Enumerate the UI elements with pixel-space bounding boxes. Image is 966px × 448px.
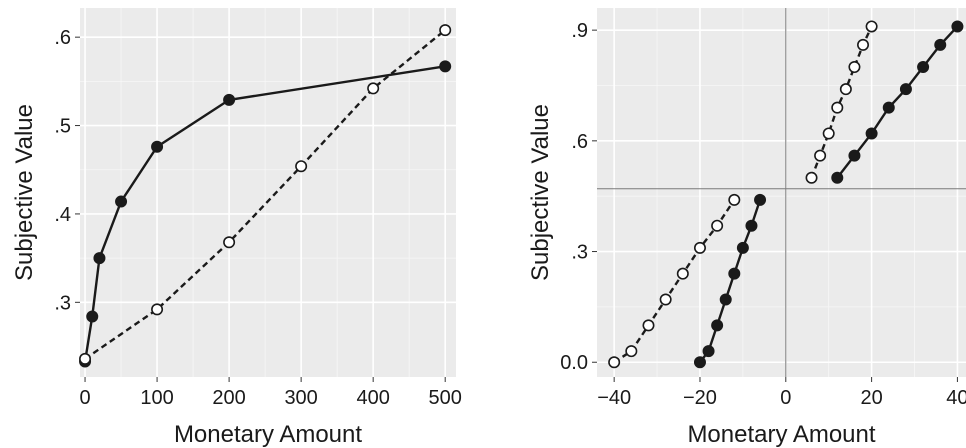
data-point [79,352,92,365]
y-tick-label: .6 [571,131,588,153]
data-point [728,267,741,280]
left-axis-ticks: 0 100 200 300 400 500 .3 .4 .5 .6 [54,27,462,409]
data-point [805,171,818,184]
data-point [702,345,715,358]
data-point [223,236,236,249]
data-point [745,219,758,232]
right-plot-background [597,8,966,377]
data-point [899,83,912,96]
x-tick-label: 0 [780,387,791,409]
series-line-1 [84,29,446,360]
data-point [625,345,638,358]
left-gridlines [80,8,456,377]
data-point [728,193,741,206]
data-point [367,82,380,95]
data-point [151,303,164,316]
data-point [736,241,749,254]
data-point [822,127,835,140]
x-tick-label: 400 [356,387,389,409]
right-chart-panel: −40 −20 0 20 40 0.0 .3 .6 .9 Monetary Amount Sub… [527,8,966,448]
data-point [608,356,621,369]
data-point [676,267,689,280]
data-point [295,160,308,173]
left-y-axis-title: Subjective Value [11,104,38,281]
data-point [642,319,655,332]
data-point [719,293,732,306]
data-point [917,61,930,74]
y-tick-label: .3 [571,242,588,264]
y-tick-label: .5 [54,116,71,138]
data-point [86,310,99,323]
data-point [711,219,724,232]
data-point [711,319,724,332]
series-line-3 [810,25,873,179]
left-x-axis-title: Monetary Amount [174,421,362,448]
data-point [223,93,236,106]
data-point [814,149,827,162]
data-point [693,356,706,369]
data-point [659,293,672,306]
data-point [93,252,106,265]
data-point [848,149,861,162]
right-axis-ticks: −40 −20 0 20 40 0.0 .3 .6 .9 [560,20,966,409]
y-tick-label: 0.0 [560,352,588,374]
data-point [831,171,844,184]
data-point [754,193,767,206]
data-point [831,101,844,114]
right-reference-lines [597,8,966,377]
data-point [439,24,452,37]
data-point [848,61,861,74]
data-point [439,60,452,73]
right-y-axis-title: Subjective Value [527,104,554,281]
y-tick-label: .3 [54,292,71,314]
data-point [115,195,128,208]
right-x-axis-title: Monetary Amount [687,421,875,448]
x-tick-label: 0 [79,387,90,409]
x-tick-label: 200 [212,387,245,409]
y-tick-label: .9 [571,20,588,42]
data-point [151,140,164,153]
left-series [79,24,452,368]
y-tick-label: .6 [54,27,71,49]
x-tick-label: 500 [429,387,462,409]
data-point [951,20,964,33]
data-point [839,83,852,96]
left-plot-background [80,8,456,377]
x-tick-label: −20 [683,387,717,409]
x-tick-label: 300 [284,387,317,409]
x-tick-label: 40 [946,387,966,409]
right-series [608,20,964,369]
data-point [882,101,895,114]
left-chart-panel: 0 100 200 300 400 500 .3 .4 .5 .6 Monetary Amount… [11,8,462,448]
x-tick-label: −40 [597,387,631,409]
data-point [934,38,947,51]
y-tick-label: .4 [54,204,71,226]
x-tick-label: 20 [860,387,882,409]
data-point [693,241,706,254]
x-tick-label: 100 [140,387,173,409]
data-point [865,20,878,33]
data-point [865,127,878,140]
data-point [857,38,870,51]
